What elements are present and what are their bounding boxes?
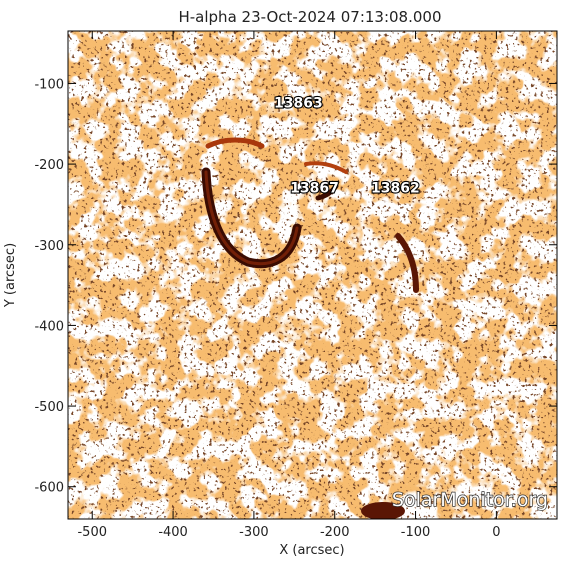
y-tick-label: -300 [34,239,64,254]
x-axis-title: X (arcsec) [279,543,344,558]
watermark-text: SolarMonitor.org [392,489,548,511]
x-tick-label: -500 [77,525,107,540]
x-tick-label: -100 [401,525,431,540]
filament-horseshoe-core [204,170,299,266]
filament-right [395,233,419,293]
limb-dark-patch [361,502,405,519]
filament-upper [205,137,265,149]
plot-frame [67,30,558,520]
solar-image [68,31,557,519]
y-axis: -100 -200 -300 -400 -500 -600 [34,77,557,496]
region-labels: 13863 13867 13862 [273,95,421,198]
dark-spot [315,183,339,201]
x-tick-label: -400 [158,525,188,540]
y-tick-label: -600 [34,481,64,496]
x-tick-label: -300 [239,525,269,540]
active-region-label: 13862 [371,180,420,196]
dark-speckle-texture [68,31,557,519]
x-tick-label: 0 [492,525,500,540]
plot-title: H-alpha 23-Oct-2024 07:13:08.000 [178,8,441,26]
x-axis: -500 -400 -300 -200 -100 0 [77,31,501,540]
y-tick-label: -400 [34,319,64,334]
filament-small [304,161,348,174]
y-tick-label: -500 [34,400,64,415]
y-axis-title: Y (arcsec) [3,243,18,308]
x-tick-label: -200 [320,525,350,540]
y-tick-label: -100 [34,77,64,92]
active-region-label: 13867 [290,180,339,196]
y-tick-label: -200 [34,158,64,173]
active-region-label: 13863 [274,96,323,112]
